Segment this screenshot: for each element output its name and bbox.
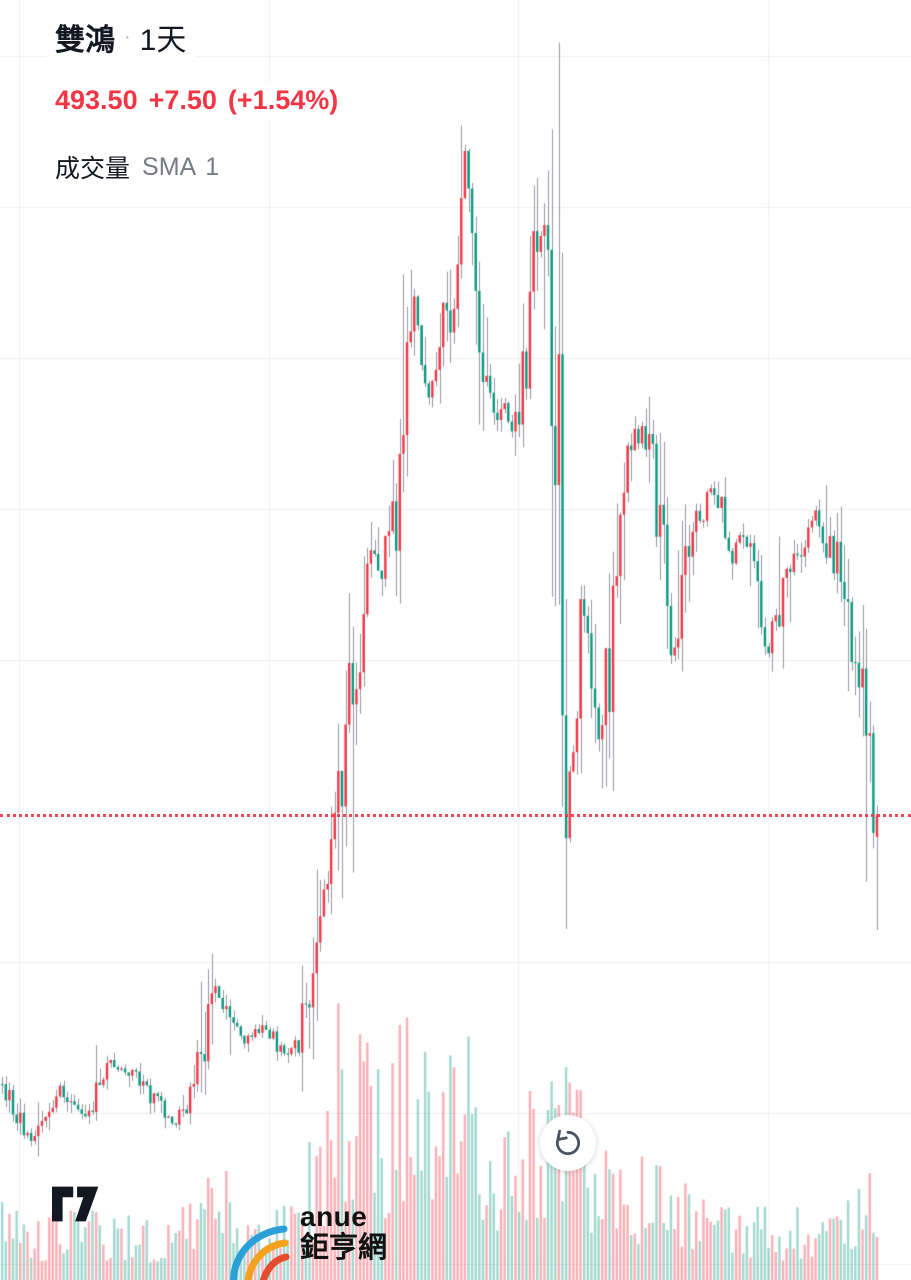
last-price: 493.50 (55, 85, 138, 115)
anue-logo: anue 鉅亨網 (222, 1202, 387, 1280)
sma-param: 1 (205, 152, 220, 181)
volume-label: 成交量 (55, 155, 131, 183)
price-change-percent: (+1.54%) (227, 85, 339, 115)
anue-wordmark-group: anue 鉅亨網 (300, 1202, 387, 1265)
refresh-icon (555, 1129, 581, 1156)
symbol-title-row[interactable]: 雙鴻 · 1天 (46, 12, 196, 62)
tradingview-logo[interactable] (52, 1186, 106, 1222)
price-change: +7.50 (148, 85, 217, 115)
sma-label: SMA (142, 152, 197, 181)
price-row: 493.50 +7.50 (+1.54%) (46, 82, 348, 119)
symbol-name[interactable]: 雙鴻 (55, 24, 115, 57)
anue-wordmark: anue (300, 1201, 368, 1232)
interval-label[interactable]: 1天 (139, 24, 187, 57)
anue-arcs-icon (230, 1225, 290, 1280)
volume-indicator-row[interactable]: 成交量 SMA 1 (46, 146, 229, 188)
anue-subtitle: 鉅亨網 (300, 1232, 388, 1264)
legend-separator: · (124, 25, 131, 48)
refresh-button[interactable] (540, 1115, 596, 1171)
tradingview-icon (52, 1186, 99, 1222)
